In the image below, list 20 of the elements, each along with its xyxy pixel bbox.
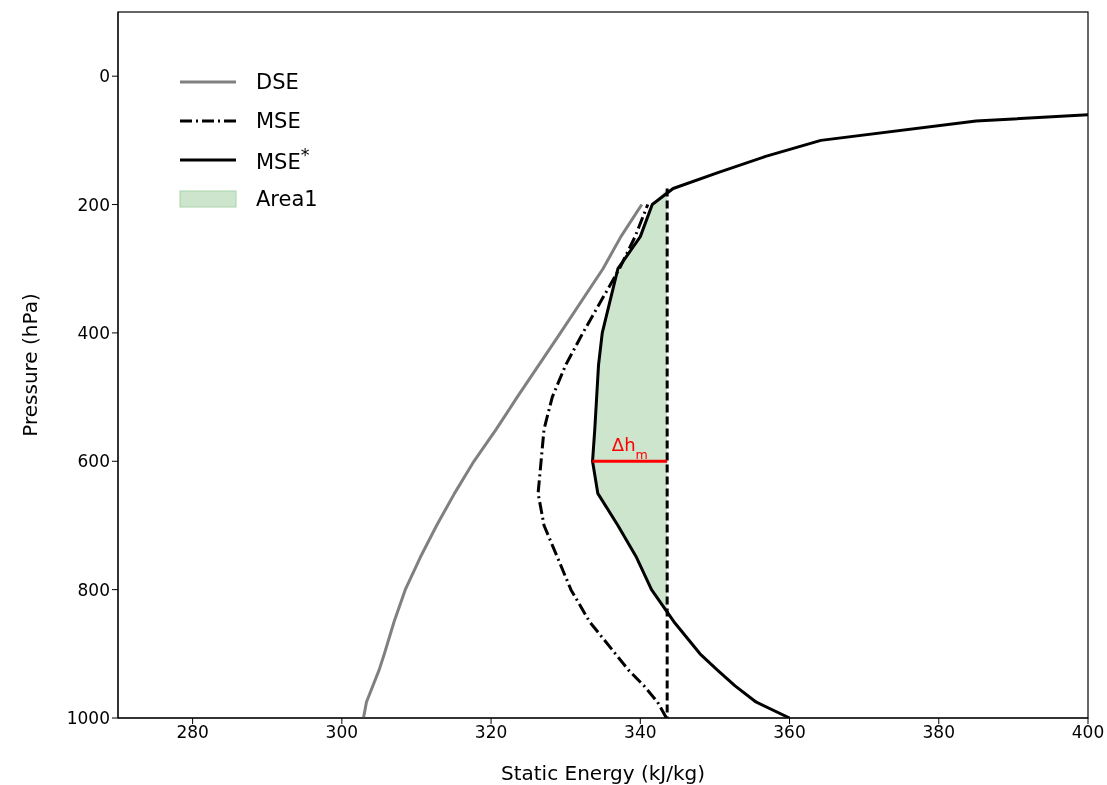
y-tick-label: 800	[77, 579, 110, 600]
y-tick-label: 1000	[66, 708, 110, 729]
y-tick-label: 600	[77, 451, 110, 472]
x-tick-label: 380	[922, 722, 955, 743]
x-tick-label: 280	[176, 722, 209, 743]
legend-label: Area1	[256, 186, 318, 211]
legend-label: MSE$^{*}$	[256, 145, 310, 174]
x-tick-label: 300	[325, 722, 359, 743]
y-axis-title: Pressure (hPa)	[18, 293, 43, 437]
x-tick-label: 360	[773, 722, 806, 743]
legend-label: MSE	[256, 108, 301, 133]
x-tick-label: 400	[1071, 722, 1105, 743]
legend-label: DSE	[256, 69, 299, 94]
x-tick-label: 340	[624, 722, 657, 743]
y-tick-label: 200	[77, 194, 110, 215]
x-tick-label: 320	[474, 722, 508, 743]
y-tick-label: 0	[99, 66, 110, 87]
annotation: Δh$_{m}$	[611, 434, 648, 462]
x-axis-title: Static Energy (kJ/kg)	[500, 761, 706, 785]
y-tick-label: 400	[77, 322, 110, 343]
